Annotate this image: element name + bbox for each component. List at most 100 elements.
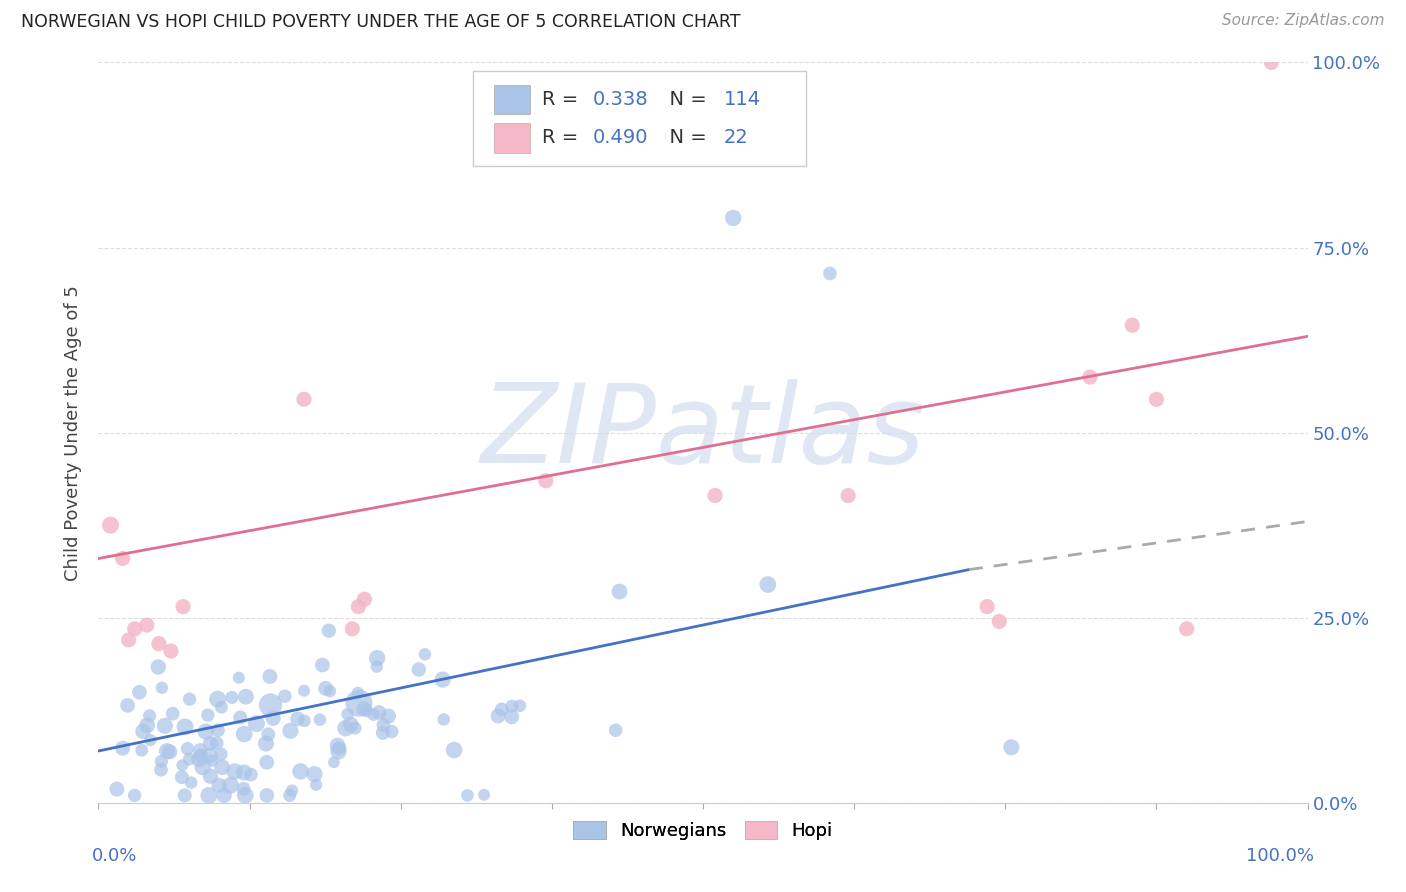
Point (118, 632, 141, 647)
Point (432, 673, 454, 687)
Point (176, 741, 198, 756)
Point (988, 615, 1011, 629)
Point (356, 704, 378, 718)
Point (278, 789, 301, 803)
Point (609, 584, 631, 599)
Point (353, 592, 375, 607)
Point (368, 706, 391, 720)
Point (201, 754, 224, 768)
Point (150, 681, 173, 695)
Point (347, 696, 370, 710)
Point (188, 743, 211, 757)
Point (373, 718, 395, 732)
Point (336, 707, 359, 722)
Point (408, 663, 430, 677)
Point (290, 764, 312, 779)
Point (162, 706, 184, 721)
Text: ZIPatlas: ZIPatlas (481, 379, 925, 486)
Point (256, 756, 278, 770)
Point (339, 717, 361, 731)
Point (233, 789, 256, 803)
Point (188, 752, 211, 766)
Point (111, 741, 134, 756)
Point (371, 726, 394, 740)
Point (318, 624, 340, 638)
Point (328, 744, 350, 758)
Point (353, 702, 375, 716)
Point (1078, 370, 1101, 384)
Point (139, 733, 162, 747)
Point (240, 767, 263, 781)
Point (173, 789, 195, 803)
Point (501, 709, 523, 723)
Point (304, 767, 326, 781)
Point (198, 789, 221, 803)
Point (221, 690, 243, 705)
Point (309, 713, 332, 727)
Point (232, 781, 254, 796)
Point (433, 713, 456, 727)
FancyBboxPatch shape (474, 71, 806, 166)
Point (259, 698, 281, 712)
Point (149, 763, 172, 777)
Point (274, 689, 297, 703)
Point (211, 760, 233, 774)
Point (105, 782, 128, 797)
Point (124, 622, 146, 636)
Point (200, 736, 222, 750)
Point (235, 690, 257, 704)
Text: 22: 22 (724, 128, 748, 147)
Point (254, 737, 277, 751)
Point (311, 658, 333, 673)
Point (156, 744, 179, 758)
Point (605, 723, 627, 738)
Point (347, 686, 370, 700)
Point (344, 721, 367, 735)
Point (148, 637, 170, 651)
Text: R =: R = (543, 128, 585, 147)
Point (305, 778, 328, 792)
Point (292, 392, 315, 407)
Text: R =: R = (543, 90, 585, 109)
Text: NORWEGIAN VS HOPI CHILD POVERTY UNDER THE AGE OF 5 CORRELATION CHART: NORWEGIAN VS HOPI CHILD POVERTY UNDER TH… (21, 13, 741, 31)
Point (342, 622, 364, 636)
Point (245, 716, 267, 731)
Point (111, 551, 134, 566)
Point (172, 599, 194, 614)
Point (150, 755, 173, 769)
Point (209, 747, 232, 762)
Point (377, 709, 399, 723)
Point (174, 720, 197, 734)
Point (443, 743, 465, 757)
Text: 0.490: 0.490 (593, 128, 648, 147)
Point (818, 267, 841, 281)
Point (124, 789, 146, 803)
Point (292, 683, 315, 698)
Point (335, 721, 357, 735)
Point (413, 647, 436, 661)
Point (534, 474, 557, 488)
Point (131, 743, 153, 757)
Point (319, 684, 342, 698)
Point (229, 710, 252, 724)
Point (207, 723, 229, 738)
Point (138, 708, 160, 723)
Point (486, 709, 509, 723)
Text: Source: ZipAtlas.com: Source: ZipAtlas.com (1222, 13, 1385, 29)
Y-axis label: Child Poverty Under the Age of 5: Child Poverty Under the Age of 5 (65, 285, 83, 581)
Text: 0.0%: 0.0% (93, 847, 138, 865)
Point (501, 699, 523, 714)
Point (205, 736, 228, 750)
Point (366, 651, 388, 665)
Point (208, 778, 231, 792)
Point (200, 769, 222, 783)
Text: 0.338: 0.338 (593, 90, 648, 109)
Point (100, 518, 122, 533)
Point (233, 765, 256, 780)
Point (281, 783, 304, 797)
Point (132, 724, 155, 739)
Point (207, 692, 229, 706)
Point (179, 752, 201, 766)
Point (256, 789, 278, 803)
Point (194, 724, 217, 739)
